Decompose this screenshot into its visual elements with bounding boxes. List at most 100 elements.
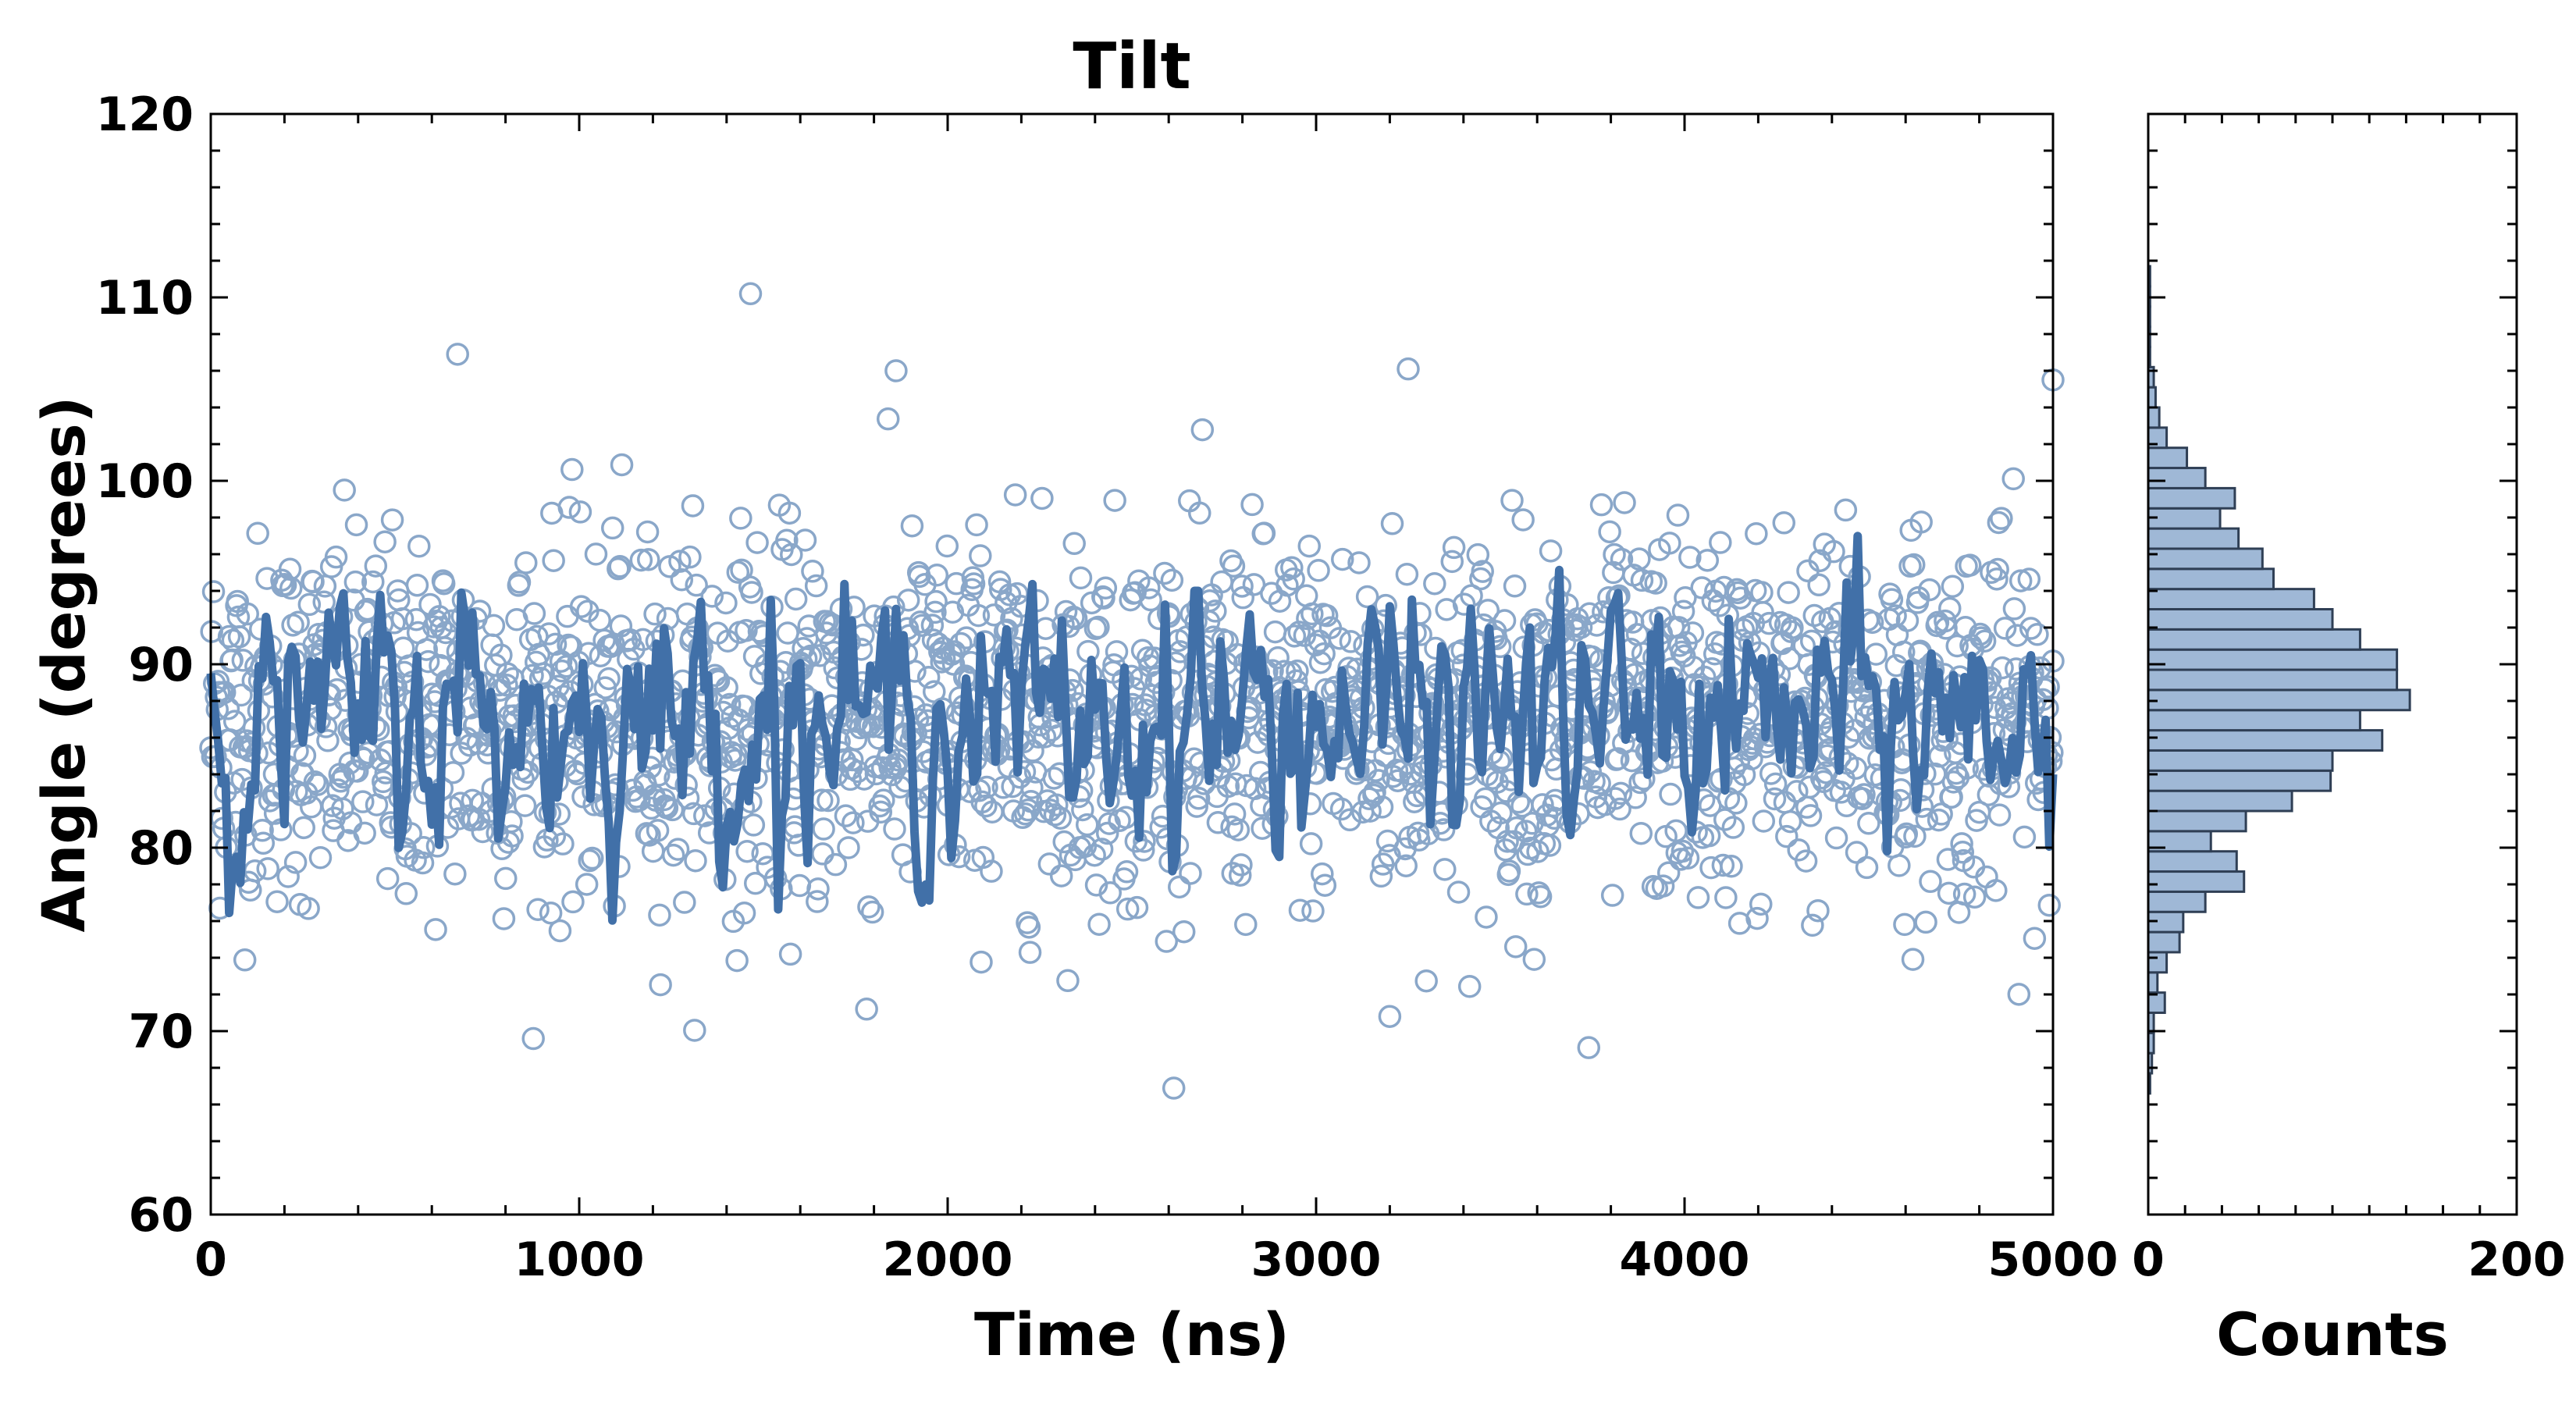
scatter-point	[1020, 776, 1044, 799]
scatter-point	[1222, 802, 1247, 826]
x-tick-label: 4000	[1620, 1232, 1750, 1287]
scatter-point	[1772, 511, 1796, 535]
scatter-point	[1017, 916, 1041, 939]
scatter-point	[1457, 975, 1482, 998]
scatter-point	[648, 903, 671, 927]
scatter-point	[784, 587, 808, 611]
scatter-point	[1155, 930, 1179, 953]
scatter-point	[980, 859, 1003, 883]
scatter-point	[1578, 602, 1601, 626]
scatter-point	[1307, 559, 1330, 582]
scatter-point	[924, 589, 948, 614]
scatter-point	[962, 572, 986, 596]
scatter-point	[1474, 787, 1497, 811]
scatter-point	[649, 973, 672, 997]
scatter-point	[1380, 512, 1404, 535]
scatter-point	[1037, 852, 1062, 876]
scatter-point	[1370, 795, 1394, 819]
scatter-point	[351, 790, 375, 813]
scatter-point	[2002, 597, 2026, 621]
scatter-point	[222, 710, 247, 733]
scatter-point	[1500, 489, 1524, 512]
scatter-point	[446, 343, 469, 366]
scatter-point	[1397, 357, 1420, 381]
scatter-point	[1539, 539, 1563, 563]
histogram-bar	[2147, 729, 2384, 752]
scatter-point	[775, 528, 799, 553]
main-axis-ticks	[209, 112, 2055, 1216]
scatter-point	[373, 530, 397, 553]
scatter-point	[1987, 803, 2012, 827]
scatter-point	[1807, 573, 1831, 597]
scatter-point	[1168, 875, 1191, 899]
scatter-point	[1414, 969, 1438, 993]
scatter-point	[1745, 521, 1768, 546]
hist-x-tick-label: 0	[2132, 1232, 2165, 1287]
scatter-point	[1606, 747, 1630, 770]
scatter-point	[949, 631, 973, 656]
scatter-point	[2026, 623, 2049, 646]
scatter-point	[1160, 568, 1184, 592]
scatter-point	[1378, 1005, 1402, 1028]
x-tick-label: 2000	[883, 1232, 1013, 1287]
scatter-point	[343, 570, 368, 594]
histogram-bar	[2147, 809, 2247, 833]
scatter-point	[201, 580, 226, 603]
scatter-point	[941, 653, 966, 676]
histogram-bar	[2147, 890, 2207, 913]
scatter-point	[1624, 786, 1647, 809]
scatter-point	[670, 567, 694, 592]
scatter-point	[1630, 568, 1654, 592]
histogram-bar	[2147, 648, 2399, 671]
scatter-point	[1902, 553, 1926, 577]
scatter-point	[975, 775, 998, 799]
scatter-point	[742, 813, 766, 837]
scatter-point	[1062, 532, 1086, 556]
scatter-point	[1471, 560, 1494, 583]
scatter-point	[1973, 629, 1997, 653]
scatter-point	[1394, 854, 1418, 877]
scatter-point	[1190, 418, 1215, 442]
scatter-point	[1855, 855, 1879, 880]
scatter-point	[526, 898, 550, 922]
scatter-point	[584, 542, 608, 566]
main-y-tick-labels: 60 70 80 90 100 110 120	[96, 87, 194, 1243]
scatter-point	[1204, 599, 1227, 623]
histogram-bar	[2147, 769, 2332, 792]
scatter-point	[1475, 905, 1498, 929]
scatter-point	[837, 836, 860, 859]
scatter-point	[1162, 1076, 1186, 1100]
scatter-point	[860, 900, 884, 924]
scatter-point	[1775, 824, 1799, 848]
scatter-point	[777, 501, 802, 525]
scatter-point	[1115, 897, 1140, 921]
histogram-bar	[2147, 668, 2399, 692]
scatter-point	[316, 729, 340, 752]
scatter-point	[668, 550, 692, 573]
scatter-point	[548, 919, 572, 943]
scatter-point	[1752, 809, 1776, 833]
scatter-point	[1064, 606, 1088, 631]
scatter-point	[1749, 892, 1773, 916]
scatter-point	[1442, 535, 1466, 560]
scatter-point	[869, 800, 893, 824]
scatter-point	[1276, 574, 1299, 597]
scatter-point	[735, 839, 759, 863]
scatter-point	[1936, 848, 1960, 871]
scatter-point	[1423, 571, 1446, 596]
scatter-and-line-marks	[199, 282, 2065, 1100]
scatter-point	[1039, 718, 1063, 742]
scatter-point	[1395, 562, 1419, 586]
scatter-point	[361, 570, 385, 594]
scatter-point	[1179, 862, 1202, 885]
scatter-point	[1263, 620, 1287, 644]
scatter-point	[569, 595, 593, 618]
scatter-point	[646, 819, 670, 842]
scatter-point	[1228, 863, 1252, 887]
scatter-point	[1252, 521, 1276, 545]
histogram-bar	[2147, 567, 2275, 591]
scatter-point	[1759, 762, 1783, 785]
scatter-point	[1092, 586, 1115, 610]
scatter-point	[647, 763, 671, 787]
